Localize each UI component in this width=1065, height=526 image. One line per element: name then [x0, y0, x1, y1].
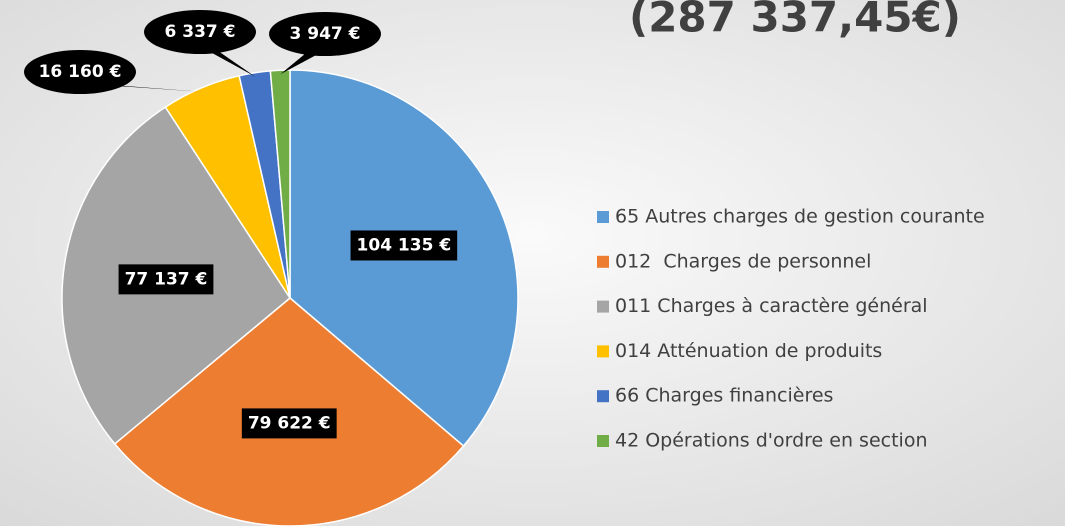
- callout-bubble: [24, 50, 136, 94]
- legend-label: 011 Charges à caractère général: [615, 295, 928, 317]
- legend-label: 012 Charges de personnel: [615, 250, 871, 272]
- legend-swatch: [597, 390, 609, 403]
- chart-title: (287 337,45€): [629, 0, 961, 42]
- data-label: 77 137 €: [125, 269, 208, 289]
- label-box: [241, 408, 337, 439]
- legend-label: 014 Atténuation de produits: [615, 340, 882, 362]
- legend-swatch: [597, 211, 609, 223]
- legend-swatch: [597, 300, 609, 313]
- data-label: 16 160 €: [39, 62, 122, 82]
- legend-swatch: [597, 255, 609, 268]
- legend-label: 42 Opérations d'ordre en section: [615, 430, 927, 452]
- callout-bubble: [144, 10, 256, 54]
- label-box: [118, 264, 214, 295]
- legend-label: 65 Autres charges de gestion courante: [615, 206, 985, 228]
- data-label: 104 135 €: [357, 235, 452, 255]
- data-label: 79 622 €: [248, 413, 331, 433]
- legend-swatch: [597, 345, 609, 358]
- legend-swatch: [597, 435, 609, 447]
- label-box: [350, 230, 458, 261]
- legend-label: 66 Charges financières: [615, 385, 833, 407]
- data-label: 3 947 €: [290, 24, 361, 44]
- pie-slice: [269, 69, 291, 299]
- callout-bubble: [269, 12, 381, 56]
- data-label: 6 337 €: [165, 22, 236, 42]
